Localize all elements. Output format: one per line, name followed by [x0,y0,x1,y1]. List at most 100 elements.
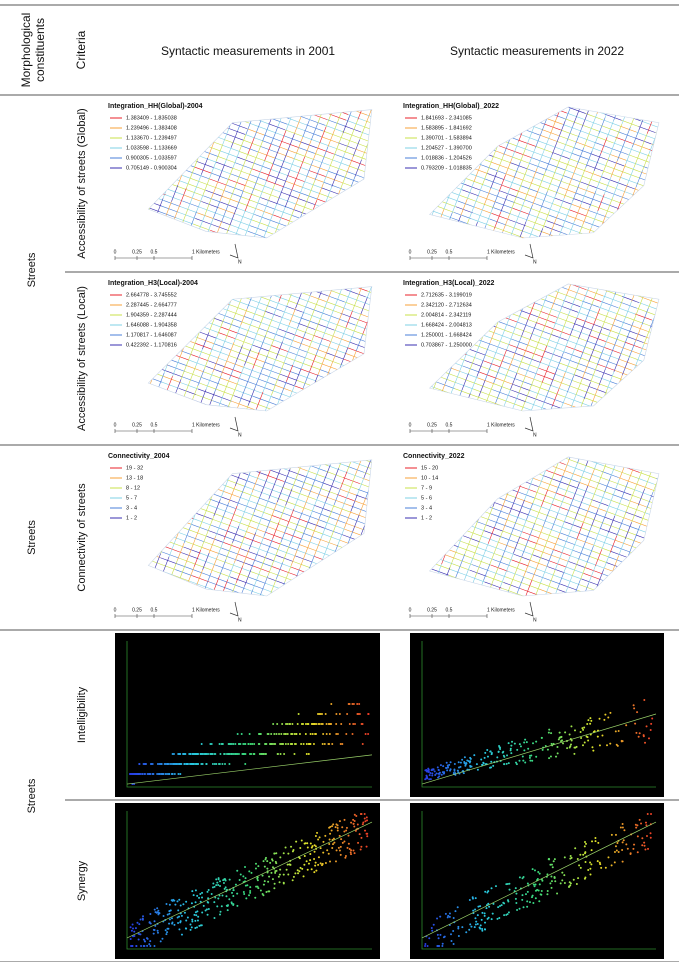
street [604,274,621,280]
street [621,353,638,359]
street [385,384,392,401]
street [105,381,122,387]
street [223,248,240,254]
street [307,301,324,307]
street [602,353,619,359]
street [352,103,369,109]
street [391,404,408,410]
street [350,109,367,115]
street [366,244,383,250]
street [312,298,319,315]
street [118,377,125,394]
street [285,203,302,209]
street [625,224,632,241]
street [168,222,175,239]
street [619,337,636,343]
street [635,73,642,90]
street [382,178,399,184]
street [538,243,555,249]
street [546,454,563,460]
street [586,165,603,171]
street [268,197,285,203]
street [401,148,418,154]
street [604,63,621,69]
street [229,356,246,362]
street [244,271,251,288]
street [540,94,547,111]
street [543,197,560,203]
street [359,473,376,479]
street [502,118,509,135]
street [201,0,208,1]
street [389,358,406,364]
scale-label: 0.25 [132,422,142,428]
street [215,202,222,219]
street [446,286,463,292]
street [552,101,569,107]
street [198,195,205,212]
street [356,83,363,100]
street [569,318,586,324]
street [148,21,155,38]
street [230,458,247,464]
street [212,433,219,450]
street [148,86,165,92]
map-title: Integration_H3(Local)-2004 [108,280,198,287]
street [397,254,404,271]
street [645,286,662,292]
street [654,263,671,269]
street [603,296,620,302]
street [594,427,611,433]
street [310,324,327,330]
street [350,58,367,64]
street [617,342,634,348]
street [502,259,519,265]
street [335,381,352,387]
street [217,265,234,271]
street [555,255,562,272]
street [476,12,483,29]
street [150,416,167,422]
street [192,309,199,326]
street [161,239,168,256]
street [391,207,408,213]
street [261,249,278,255]
street [277,265,284,282]
street [364,354,381,360]
street [195,343,212,349]
street [589,262,606,268]
street [403,62,410,79]
street [541,238,558,244]
street [593,273,610,279]
street [356,251,373,257]
criteria: Accessibility of streets (Local) [76,286,88,431]
street [352,263,369,269]
street [464,469,481,475]
street [204,298,221,304]
street [608,217,615,234]
street [341,96,348,113]
street [357,143,374,149]
street [567,164,584,170]
street [434,234,451,240]
street [456,258,473,264]
street [623,63,640,69]
street [486,209,493,226]
street [298,157,305,174]
street [431,226,438,243]
street [291,251,298,268]
street [208,236,225,242]
street [484,287,501,293]
street [88,250,105,256]
street [234,447,251,453]
street [539,33,556,39]
street [393,398,410,404]
street [215,8,232,14]
street [245,20,252,37]
street [361,220,368,237]
street [488,229,495,246]
street [312,443,329,449]
street [210,0,217,4]
street [523,88,530,105]
street [295,227,312,233]
